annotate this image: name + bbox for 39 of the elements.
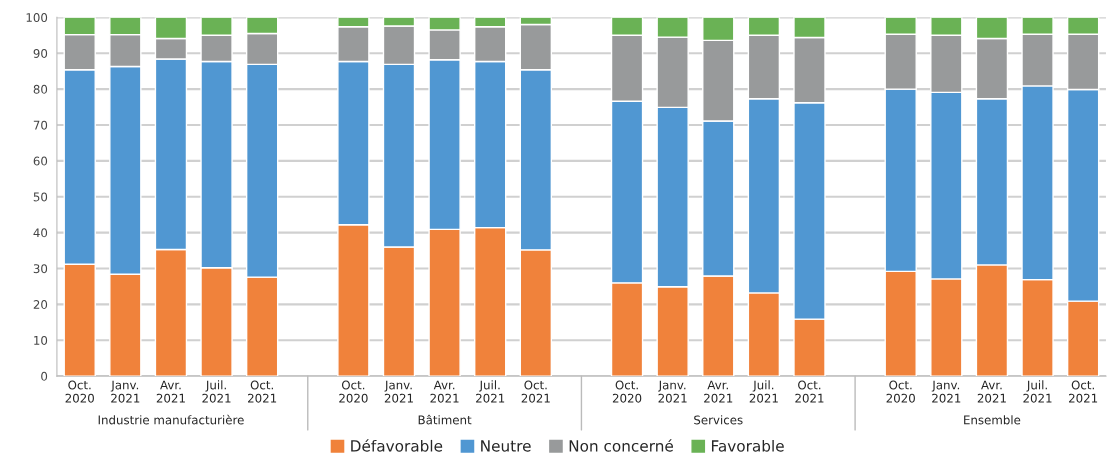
y-tick-label: 90 bbox=[33, 48, 48, 58]
y-tick-label: 80 bbox=[33, 84, 48, 94]
y-tick-label: 50 bbox=[33, 192, 48, 202]
x-tick-label: Oct. 2021 bbox=[1068, 380, 1098, 403]
x-tick-label: Avr. 2021 bbox=[430, 380, 459, 403]
x-tick-label: Janv. 2021 bbox=[658, 380, 687, 403]
legend-label: Neutre bbox=[481, 440, 531, 452]
y-tick-label: 10 bbox=[34, 335, 48, 345]
legend-label: Favorable bbox=[711, 439, 784, 452]
x-tick-label: Oct. 2021 bbox=[795, 380, 824, 403]
y-tick-label: 20 bbox=[33, 300, 48, 310]
x-tick-label: Janv. 2021 bbox=[931, 380, 961, 403]
y-tick-label: 0 bbox=[41, 371, 48, 381]
text: Bâtiment bbox=[418, 414, 472, 425]
x-tick-label: Oct. 2020 bbox=[886, 380, 915, 403]
x-tick-label: Oct. 2021 bbox=[521, 380, 550, 403]
x-tick-label: Juil. 2021 bbox=[1023, 380, 1052, 403]
legend-label: Non concerné bbox=[569, 439, 673, 452]
x-tick-label: Juil. 2021 bbox=[749, 380, 778, 403]
x-tick-label: Avr. 2021 bbox=[977, 380, 1006, 403]
x-tick-label: Juil. 2021 bbox=[476, 380, 505, 403]
legend-label: Défavorable bbox=[351, 439, 443, 452]
text: Ensemble bbox=[964, 415, 1021, 425]
y-tick-label: 40 bbox=[33, 228, 48, 238]
x-tick-label: Juil. 2021 bbox=[202, 380, 231, 403]
x-tick-label: Janv. 2021 bbox=[110, 380, 140, 403]
x-tick-label: Oct. 2020 bbox=[65, 380, 94, 403]
y-tick-label: 60 bbox=[33, 156, 48, 166]
x-tick-label: Avr. 2021 bbox=[156, 380, 185, 403]
y-tick-label: 100 bbox=[26, 13, 48, 23]
x-tick-label: Oct. 2021 bbox=[248, 380, 277, 403]
x-tick-label: Janv. 2021 bbox=[384, 380, 413, 403]
x-tick-label: Oct. 2020 bbox=[339, 380, 368, 403]
y-tick-label: 70 bbox=[33, 120, 48, 130]
text: Services bbox=[694, 415, 743, 425]
x-tick-label: Avr. 2021 bbox=[704, 380, 733, 403]
y-tick-label: 30 bbox=[33, 264, 48, 274]
text: Industrie manufacturière bbox=[98, 414, 244, 425]
x-tick-label: Oct. 2020 bbox=[612, 380, 642, 403]
